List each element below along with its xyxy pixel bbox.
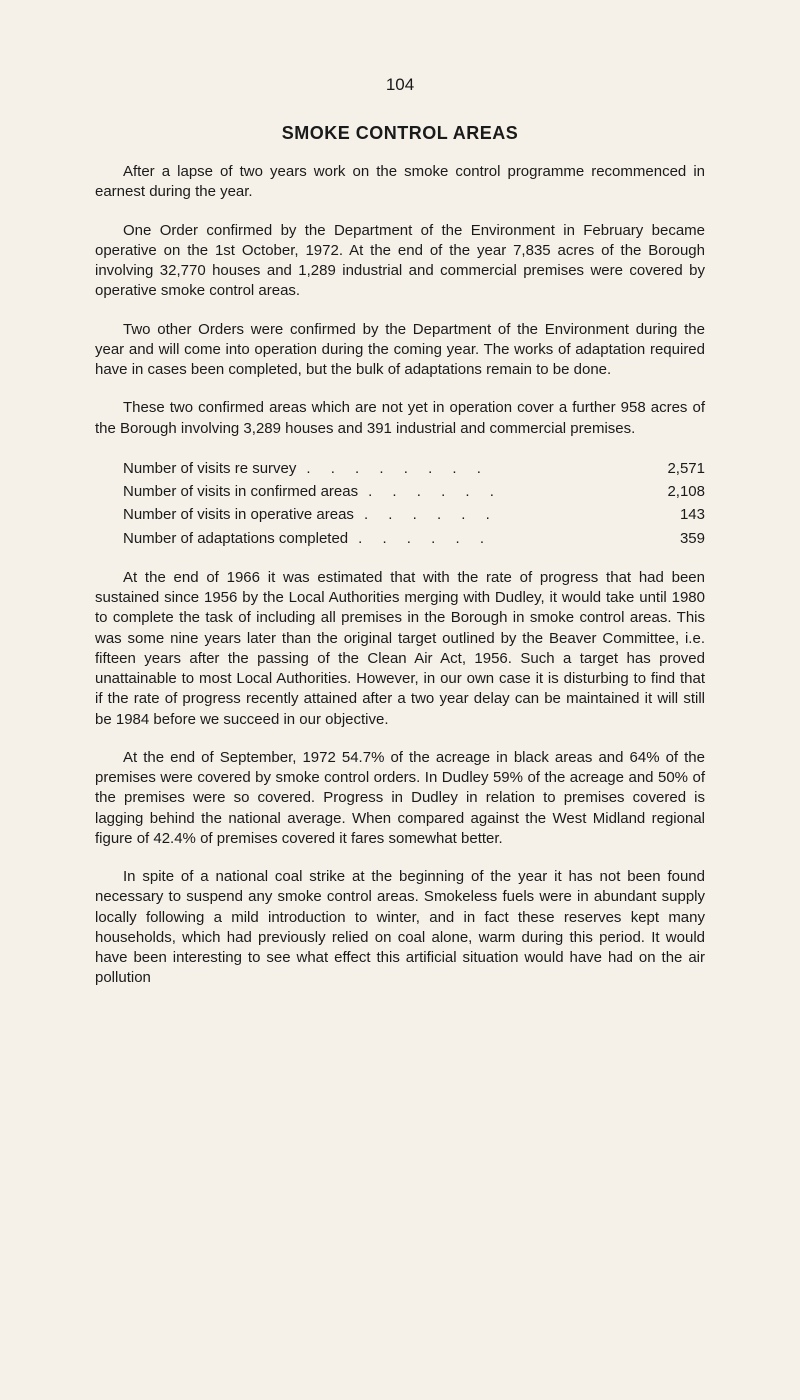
paragraph-1: After a lapse of two years work on the s… — [95, 162, 705, 203]
page-number: 104 — [95, 75, 705, 95]
stat-label: Number of visits re survey — [123, 457, 296, 480]
stat-value: 2,571 — [645, 457, 705, 480]
paragraph-5: At the end of 1966 it was estimated that… — [95, 568, 705, 730]
stat-value: 359 — [645, 527, 705, 550]
document-page: 104 SMOKE CONTROL AREAS After a lapse of… — [0, 0, 800, 1067]
statistics-block: Number of visits re survey . . . . . . .… — [123, 457, 705, 550]
stat-label: Number of visits in confirmed areas — [123, 480, 358, 503]
stat-row: Number of visits in operative areas . . … — [123, 503, 705, 526]
paragraph-3: Two other Orders were confirmed by the D… — [95, 320, 705, 381]
stat-label: Number of visits in operative areas — [123, 503, 354, 526]
stat-dots: . . . . . . . . — [296, 457, 489, 480]
stat-dots: . . . . . . — [358, 480, 502, 503]
page-title: SMOKE CONTROL AREAS — [95, 123, 705, 144]
stat-dots: . . . . . . — [354, 503, 498, 526]
paragraph-7: In spite of a national coal strike at th… — [95, 867, 705, 989]
stat-value: 143 — [645, 503, 705, 526]
paragraph-6: At the end of September, 1972 54.7% of t… — [95, 748, 705, 849]
stat-row: Number of visits re survey . . . . . . .… — [123, 457, 705, 480]
stat-row: Number of adaptations completed . . . . … — [123, 527, 705, 550]
stat-row: Number of visits in confirmed areas . . … — [123, 480, 705, 503]
stat-value: 2,108 — [645, 480, 705, 503]
paragraph-4: These two confirmed areas which are not … — [95, 398, 705, 439]
paragraph-2: One Order confirmed by the Department of… — [95, 221, 705, 302]
stat-dots: . . . . . . — [348, 527, 492, 550]
stat-label: Number of adaptations completed — [123, 527, 348, 550]
